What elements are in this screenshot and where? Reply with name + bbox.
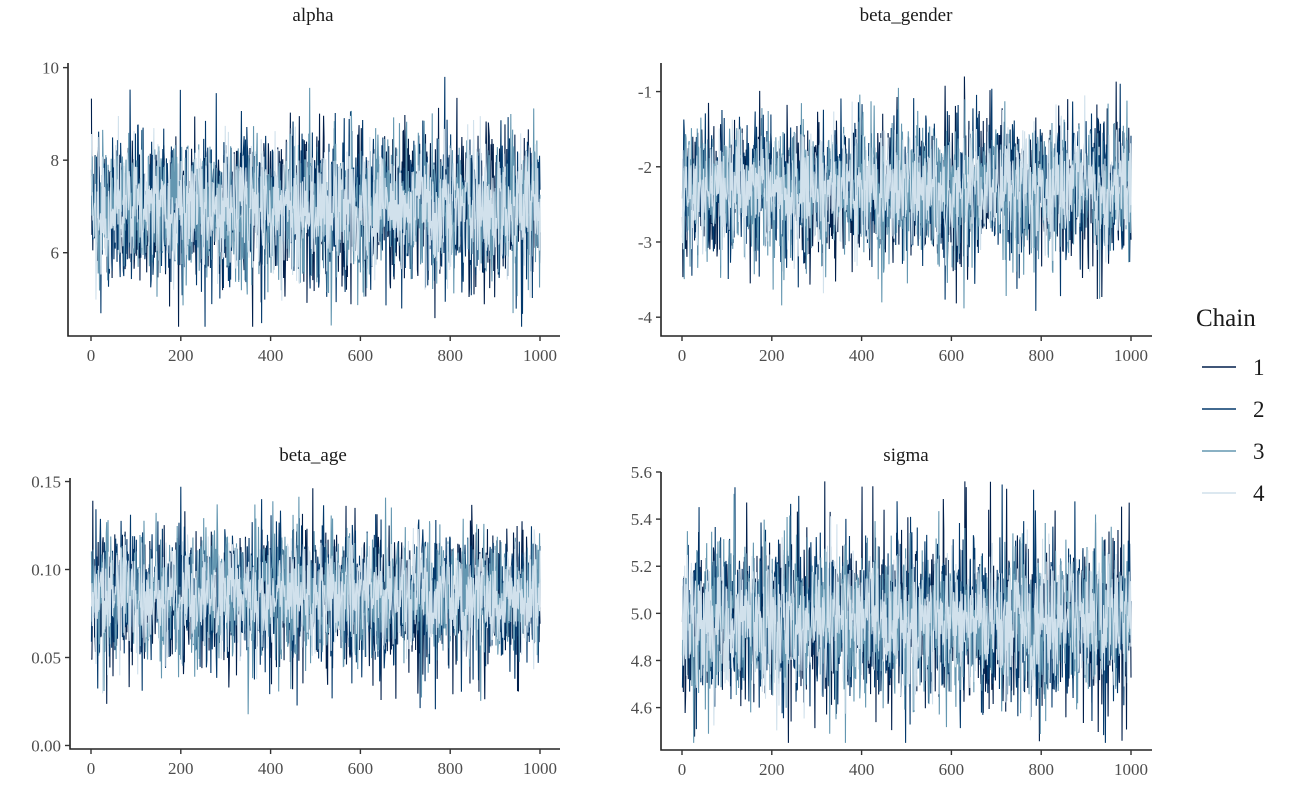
- traces: [90, 76, 541, 327]
- legend-title: Chain: [1196, 305, 1256, 332]
- x-tick-label: 600: [939, 346, 965, 365]
- y-tick-label: -3: [638, 233, 652, 252]
- x-tick-label: 1000: [523, 346, 557, 365]
- panel-sigma: sigma 4.6 4.8 5.0 5.2 5.4 5.6 0 200 400 600 800 1000: [631, 445, 1152, 779]
- x-tick-label: 1000: [523, 759, 557, 778]
- panel-alpha: alpha 6 8 10 0 200 400 600 800 1000: [42, 5, 560, 365]
- trace-line-chain-4: [681, 516, 1132, 731]
- y-tick-label: 5.6: [631, 463, 652, 482]
- legend-label: 2: [1253, 397, 1265, 422]
- x-tick-label: 800: [1028, 346, 1054, 365]
- y-tick-label: 8: [51, 151, 60, 170]
- x-tick-label: 800: [437, 759, 463, 778]
- legend-label: 1: [1253, 355, 1265, 380]
- y-tick-label: 4.8: [631, 651, 652, 670]
- chain-legend: Chain 1 2 3 4: [1196, 305, 1265, 506]
- trace-line-chain-4: [681, 95, 1132, 294]
- panel-beta-gender: beta_gender -4 -3 -2 -1 0 200 400 600 800 1000: [638, 5, 1152, 365]
- x-tick-label: 400: [849, 760, 875, 779]
- axis-lines: [660, 472, 1152, 751]
- legend-item-chain-1: 1: [1202, 355, 1265, 380]
- legend-item-chain-4: 4: [1202, 481, 1265, 506]
- legend-label: 4: [1253, 481, 1265, 506]
- traces: [681, 481, 1132, 743]
- legend-item-chain-2: 2: [1202, 397, 1265, 422]
- y-tick-label: 6: [51, 244, 60, 263]
- panel-title: alpha: [292, 5, 334, 26]
- legend-item-chain-3: 3: [1202, 439, 1265, 464]
- y-tick-label: 4.6: [631, 699, 652, 718]
- x-tick-label: 400: [849, 346, 875, 365]
- x-tick-label: 600: [348, 346, 374, 365]
- y-tick-label: 5.2: [631, 557, 652, 576]
- axis-lines: [69, 478, 560, 750]
- x-tick-label: 1000: [1114, 346, 1148, 365]
- y-tick-label: 0.00: [31, 736, 61, 755]
- x-tick-label: 800: [437, 346, 463, 365]
- panel-title: beta_gender: [860, 5, 954, 26]
- y-tick-label: -2: [638, 158, 652, 177]
- y-tick-label: -4: [638, 308, 653, 327]
- x-tick-label: 1000: [1114, 760, 1148, 779]
- panel-title: beta_age: [279, 445, 347, 466]
- panel-title: sigma: [883, 445, 929, 466]
- x-tick-label: 200: [168, 346, 194, 365]
- traces: [681, 76, 1132, 311]
- y-tick-label: 10: [42, 59, 59, 78]
- x-tick-label: 0: [87, 759, 96, 778]
- axis-lines: [67, 63, 560, 337]
- x-tick-label: 400: [258, 346, 284, 365]
- x-tick-label: 600: [348, 759, 374, 778]
- y-tick-label: 0.15: [31, 473, 61, 492]
- legend-label: 3: [1253, 439, 1265, 464]
- x-tick-label: 600: [939, 760, 965, 779]
- axis-lines: [660, 63, 1152, 337]
- x-tick-label: 0: [678, 346, 687, 365]
- y-tick-label: -1: [638, 83, 652, 102]
- x-tick-label: 0: [678, 760, 687, 779]
- trace-line-chain-4: [90, 115, 541, 301]
- y-tick-label: 5.0: [631, 604, 652, 623]
- y-tick-label: 0.05: [31, 648, 61, 667]
- y-tick-label: 5.4: [631, 510, 653, 529]
- x-tick-label: 800: [1028, 760, 1054, 779]
- x-tick-label: 200: [759, 760, 785, 779]
- y-tick-label: 0.10: [31, 561, 61, 580]
- panel-beta-age: beta_age 0.00 0.05 0.10 0.15 0 200 400 600 800 100…: [31, 445, 560, 778]
- trace-line-chain-4: [90, 523, 541, 694]
- traces: [90, 486, 541, 715]
- x-tick-label: 0: [87, 346, 96, 365]
- x-tick-label: 400: [258, 759, 284, 778]
- x-tick-label: 200: [759, 346, 785, 365]
- x-tick-label: 200: [168, 759, 194, 778]
